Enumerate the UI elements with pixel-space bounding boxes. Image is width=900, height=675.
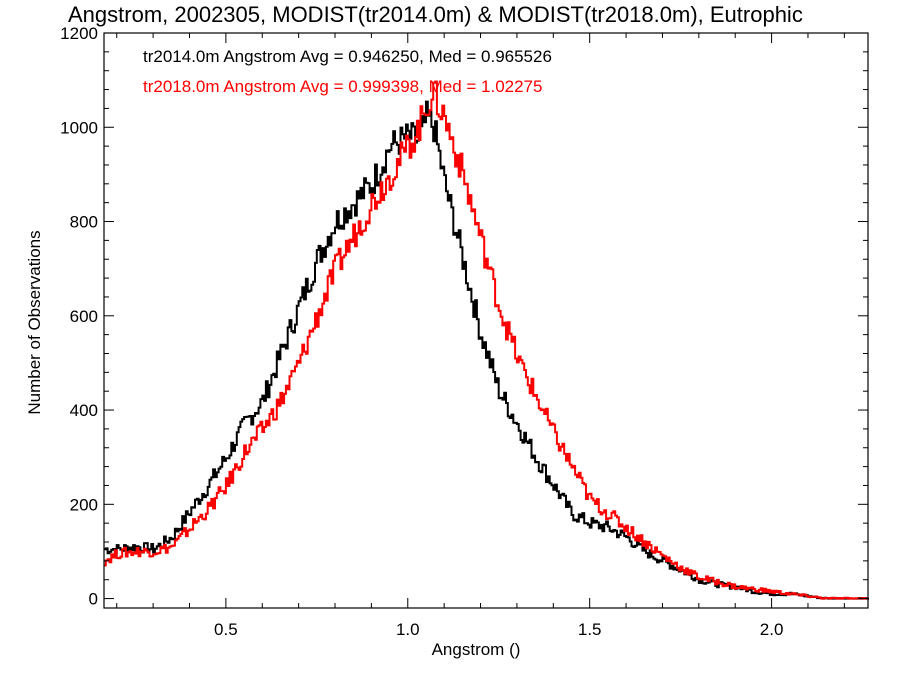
y-tick-label: 200	[70, 495, 98, 514]
series-line-1	[104, 100, 869, 600]
x-tick-label: 0.5	[214, 620, 238, 639]
x-tick-label: 1.5	[578, 620, 602, 639]
y-tick-label: 600	[70, 307, 98, 326]
y-axis-label: Number of Observations	[25, 230, 44, 414]
series-layer	[104, 80, 869, 600]
x-tick-label: 1.0	[396, 620, 420, 639]
labels-layer: 0.5 1.0 1.5 2.0 0 200 400 600 800 1000 1200 Angstro…	[25, 24, 783, 659]
y-tick-label: 400	[70, 401, 98, 420]
x-axis-label: Angstrom ()	[432, 640, 521, 659]
chart-title: Angstrom, 2002305, MODIST(tr2014.0m) & M…	[68, 2, 803, 27]
y-tick-label: 0	[89, 590, 98, 609]
y-tick-label: 1000	[60, 118, 98, 137]
y-tick-label: 1200	[60, 24, 98, 43]
legend-annotation-2: tr2018.0m Angstrom Avg = 0.999398, Med =…	[143, 77, 542, 96]
series-line-2	[104, 80, 868, 600]
y-tick-label: 800	[70, 213, 98, 232]
x-tick-label: 2.0	[760, 620, 784, 639]
ticks-layer	[104, 32, 868, 608]
plot-frame	[103, 32, 869, 609]
legend-annotation-1: tr2014.0m Angstrom Avg = 0.946250, Med =…	[143, 47, 552, 66]
